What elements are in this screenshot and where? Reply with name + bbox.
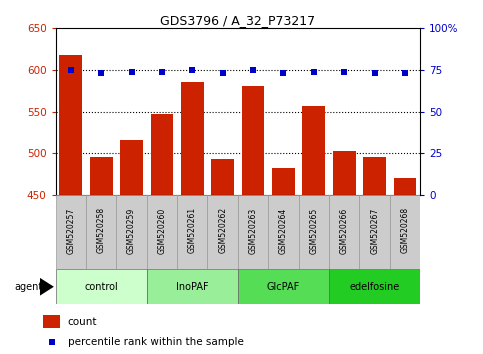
Point	[97, 70, 105, 76]
Text: GSM520263: GSM520263	[249, 207, 257, 253]
Text: GSM520258: GSM520258	[97, 207, 106, 253]
Bar	[208, 195, 238, 269]
Bar	[56, 269, 147, 304]
Text: InoPAF: InoPAF	[176, 282, 209, 292]
Bar	[211, 159, 234, 354]
Bar	[181, 82, 204, 354]
Bar	[333, 150, 355, 354]
Bar	[238, 195, 268, 269]
Point	[128, 69, 135, 74]
Bar	[238, 269, 329, 304]
Point	[67, 67, 74, 73]
Text: GSM520268: GSM520268	[400, 207, 410, 253]
Bar	[298, 195, 329, 269]
Bar	[90, 157, 113, 354]
Text: percentile rank within the sample: percentile rank within the sample	[68, 337, 243, 347]
Bar	[363, 157, 386, 354]
Bar	[302, 106, 325, 354]
Text: GSM520261: GSM520261	[188, 207, 197, 253]
Bar	[329, 195, 359, 269]
Bar	[390, 195, 420, 269]
Text: GSM520260: GSM520260	[157, 207, 167, 253]
Text: GSM520257: GSM520257	[66, 207, 75, 253]
Bar	[59, 55, 82, 354]
Text: GSM520264: GSM520264	[279, 207, 288, 253]
Point	[341, 69, 348, 74]
Bar	[394, 178, 416, 354]
Polygon shape	[40, 278, 54, 296]
Point	[280, 70, 287, 76]
Text: GSM520266: GSM520266	[340, 207, 349, 253]
Text: count: count	[68, 316, 97, 327]
Text: GSM520267: GSM520267	[370, 207, 379, 253]
Title: GDS3796 / A_32_P73217: GDS3796 / A_32_P73217	[160, 14, 315, 27]
Bar	[56, 195, 86, 269]
Point	[371, 70, 379, 76]
Bar	[151, 114, 173, 354]
Text: GSM520262: GSM520262	[218, 207, 227, 253]
Bar	[177, 195, 208, 269]
Bar	[86, 195, 116, 269]
Bar	[43, 315, 60, 328]
Bar	[272, 168, 295, 354]
Bar	[116, 195, 147, 269]
Text: GSM520265: GSM520265	[309, 207, 318, 253]
Text: agent: agent	[14, 282, 42, 292]
Text: control: control	[84, 282, 118, 292]
Bar	[268, 195, 298, 269]
Point	[249, 67, 257, 73]
Bar	[147, 269, 238, 304]
Point	[401, 70, 409, 76]
Text: GSM520259: GSM520259	[127, 207, 136, 253]
Text: GlcPAF: GlcPAF	[267, 282, 300, 292]
Point	[188, 67, 196, 73]
Point	[48, 339, 56, 345]
Bar	[120, 140, 143, 354]
Bar	[359, 195, 390, 269]
Point	[310, 69, 318, 74]
Bar	[147, 195, 177, 269]
Bar	[329, 269, 420, 304]
Text: edelfosine: edelfosine	[350, 282, 400, 292]
Point	[158, 69, 166, 74]
Point	[219, 70, 227, 76]
Bar	[242, 86, 265, 354]
